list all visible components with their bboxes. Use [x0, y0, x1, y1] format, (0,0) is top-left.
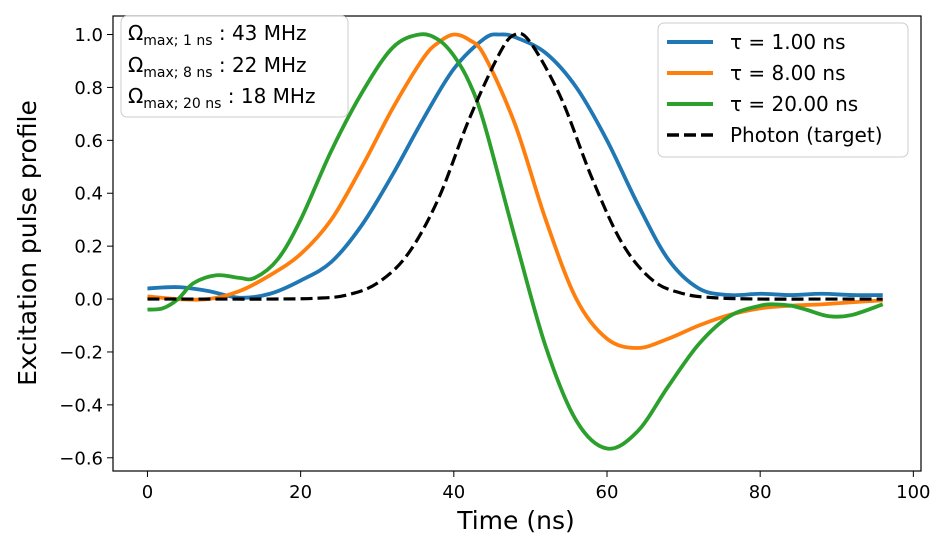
y-tick-label: −0.6	[59, 448, 103, 469]
legend-label-photon: Photon (target)	[730, 123, 883, 147]
annotation-frame	[120, 15, 349, 118]
annotation-line-2: Ωmax; 8 ns : 22 MHz	[128, 53, 307, 81]
legend-label-tau-1: τ = 1.00 ns	[730, 30, 846, 54]
annotation-line-3: Ωmax; 20 ns : 18 MHz	[128, 84, 315, 112]
y-tick-label: 0.0	[74, 290, 103, 311]
legend: τ = 1.00 ns τ = 8.00 ns τ = 20.00 ns Pho…	[657, 22, 909, 158]
y-tick-label: 0.6	[74, 131, 103, 152]
plot-area	[112, 15, 922, 472]
axes-frame	[112, 15, 922, 472]
y-tick-label: 0.4	[74, 184, 103, 205]
series-tau-1-line	[147, 32, 883, 300]
x-tick-label: 100	[896, 482, 930, 503]
y-tick-label: 0.8	[74, 78, 103, 99]
y-tick-label: 1.0	[74, 25, 103, 46]
x-tick-label: 0	[142, 482, 153, 503]
legend-label-tau-8: τ = 8.00 ns	[730, 61, 846, 85]
y-tick-label: 0.2	[74, 237, 103, 258]
y-tick-label: −0.2	[59, 342, 103, 363]
x-axis: 0 20 40 60 80 100	[142, 471, 931, 503]
x-axis-label: Time (ns)	[456, 506, 575, 535]
legend-frame	[657, 22, 909, 158]
x-tick-label: 40	[442, 482, 465, 503]
y-tick-label: −0.4	[59, 395, 103, 416]
series-tau-20-line	[147, 32, 884, 451]
annotation-line-1: Ωmax; 1 ns : 43 MHz	[128, 21, 307, 49]
legend-label-tau-20: τ = 20.00 ns	[730, 92, 858, 116]
x-tick-label: 60	[596, 482, 619, 503]
y-axis-label: Excitation pulse profile	[13, 100, 42, 386]
series-photon-line	[147, 31, 883, 301]
x-tick-label: 80	[749, 482, 772, 503]
y-axis: −0.6 −0.4 −0.2 0.0 0.2 0.4 0.6 0.8 1.0	[59, 25, 113, 469]
annotation-box: Ωmax; 1 ns : 43 MHz Ωmax; 8 ns : 22 MHz …	[120, 15, 349, 118]
x-tick-label: 20	[289, 482, 312, 503]
series-layer	[147, 31, 884, 451]
